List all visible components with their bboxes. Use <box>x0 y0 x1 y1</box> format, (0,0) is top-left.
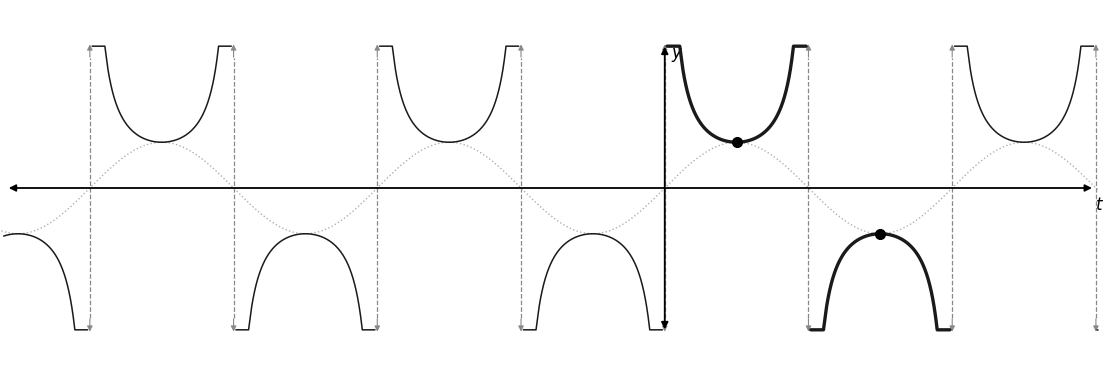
Text: t: t <box>1096 196 1103 214</box>
Text: y: y <box>671 44 681 62</box>
